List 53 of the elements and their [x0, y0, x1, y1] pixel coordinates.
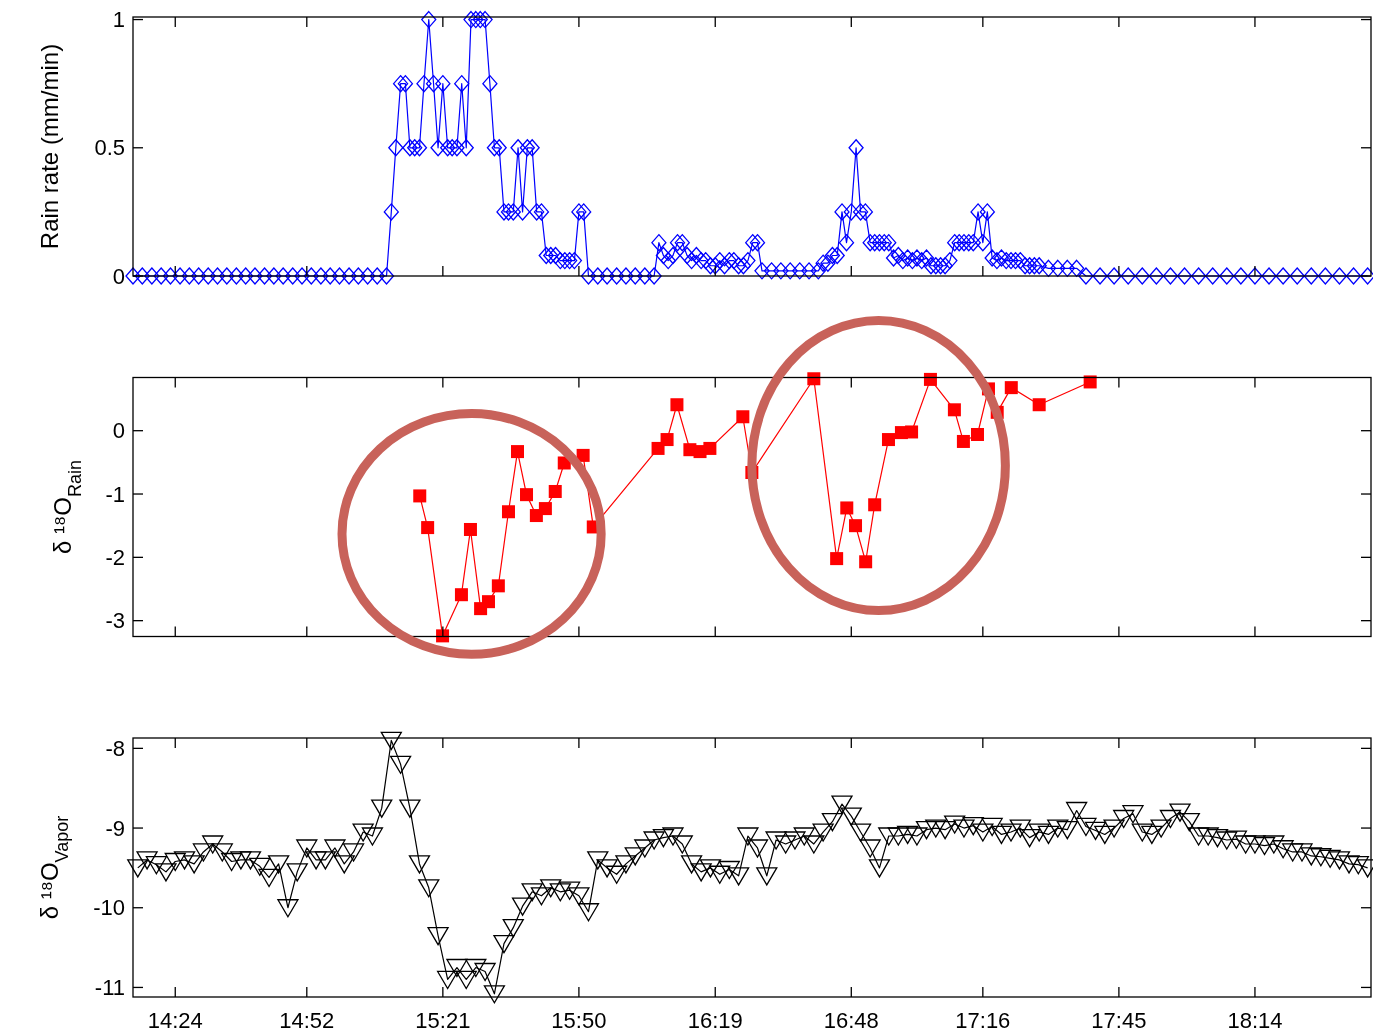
- point: [548, 484, 562, 498]
- point: [849, 519, 863, 533]
- point: [501, 505, 515, 519]
- y-tick-label: 1: [112, 7, 125, 33]
- point: [491, 579, 505, 593]
- point: [538, 502, 552, 516]
- y-tick-label: 0: [112, 418, 125, 444]
- x-tick-label: 16:48: [823, 1008, 879, 1033]
- point: [840, 501, 854, 515]
- y-tick-label: -2: [105, 545, 125, 571]
- x-tick-label: 17:45: [1091, 1008, 1147, 1033]
- point: [736, 410, 750, 424]
- x-tick-label: 15:50: [551, 1008, 607, 1033]
- point: [807, 372, 821, 386]
- y-tick-label: -11: [94, 975, 125, 1001]
- point: [421, 521, 435, 535]
- y-tick-label: 0: [112, 263, 125, 289]
- point: [651, 441, 665, 455]
- x-tick-label: 14:52: [279, 1008, 335, 1033]
- point: [1032, 398, 1046, 412]
- x-tick-label: 17:16: [955, 1008, 1011, 1033]
- point: [881, 433, 895, 447]
- y-tick-label: -1: [105, 481, 125, 507]
- point: [670, 398, 684, 412]
- point: [520, 488, 534, 502]
- point: [511, 445, 524, 459]
- point: [923, 372, 937, 386]
- point: [905, 425, 919, 439]
- y-tick-label: -10: [93, 895, 125, 921]
- x-tick-label: 18:14: [1227, 1008, 1283, 1033]
- point: [859, 555, 873, 569]
- point: [956, 434, 970, 448]
- x-tick-label: 15:21: [415, 1008, 471, 1033]
- point: [413, 489, 427, 503]
- point: [481, 595, 495, 609]
- y-tick-label: -8: [105, 736, 125, 762]
- point: [454, 588, 468, 602]
- point: [947, 403, 961, 417]
- point: [463, 522, 477, 536]
- point: [703, 441, 717, 455]
- point: [868, 498, 882, 512]
- point: [660, 433, 674, 447]
- point: [830, 552, 844, 566]
- y-tick-label: 0.5: [94, 135, 125, 161]
- point: [1083, 375, 1097, 389]
- y-tick-label: -9: [105, 815, 125, 841]
- point: [576, 448, 590, 462]
- point: [970, 427, 984, 441]
- y-axis-title: Rain rate (mm/min): [36, 43, 63, 250]
- x-tick-label: 16:19: [687, 1008, 743, 1033]
- point: [1004, 381, 1018, 395]
- y-tick-label: -3: [105, 608, 125, 634]
- x-tick-label: 14:24: [147, 1008, 203, 1033]
